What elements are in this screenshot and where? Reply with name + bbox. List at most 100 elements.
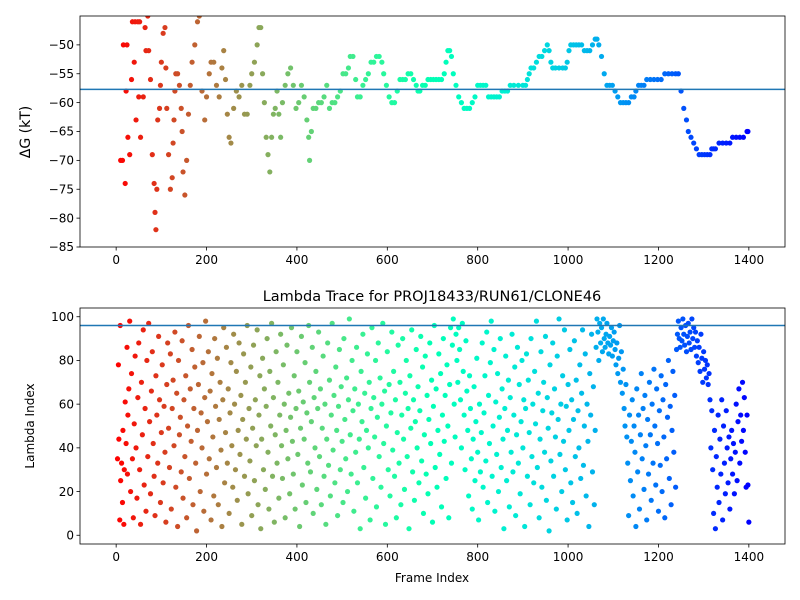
delta-g-point: [589, 42, 596, 48]
lambda-point: [484, 329, 490, 335]
lambda-point: [591, 502, 597, 508]
lambda-panel: Lambda Trace for PROJ18433/RUN61/CLONE46…: [23, 289, 786, 585]
lambda-point: [359, 419, 365, 425]
lambda-point: [312, 445, 318, 451]
lambda-point: [466, 493, 472, 499]
lambda-point: [306, 379, 313, 385]
lambda-point: [633, 523, 639, 530]
lambda-point: [400, 436, 407, 442]
delta-g-point: [301, 94, 307, 100]
lambda-point: [432, 464, 438, 471]
lambda-point: [171, 443, 177, 449]
lambda-point: [665, 357, 672, 364]
lambda-point: [318, 502, 324, 508]
delta-g-point: [707, 152, 713, 158]
lambda-point: [321, 473, 327, 479]
lambda-point: [272, 432, 278, 438]
lambda-point: [325, 462, 332, 468]
lambda-point: [401, 486, 408, 492]
delta-g-point: [402, 76, 408, 83]
lambda-point: [653, 482, 659, 488]
lambda-point: [590, 384, 596, 390]
delta-g-point: [688, 134, 694, 140]
lambda-point: [134, 495, 140, 501]
lambda-point: [254, 327, 260, 333]
lambda-point: [222, 429, 229, 436]
lambda-point: [364, 351, 371, 357]
lambda-point: [419, 364, 426, 370]
lambda-point: [290, 471, 296, 477]
delta-g-point: [472, 94, 478, 100]
lambda-point: [382, 388, 388, 394]
lambda-point: [701, 349, 707, 355]
lambda-point: [261, 386, 267, 392]
lambda-point: [684, 333, 690, 340]
lambda-point: [540, 408, 546, 414]
lambda-point: [286, 390, 292, 396]
lambda-point: [237, 451, 243, 458]
lambda-point: [474, 355, 480, 361]
lambda-point: [418, 333, 424, 340]
delta-g-point: [740, 134, 747, 140]
lambda-point: [517, 491, 523, 497]
lambda-point: [349, 357, 355, 364]
lambda-point: [133, 445, 139, 451]
lambda-point: [397, 379, 403, 385]
lambda-point: [504, 427, 511, 433]
lambda-point: [654, 440, 661, 447]
lambda-point: [117, 517, 123, 523]
delta-g-point: [496, 94, 502, 100]
lambda-point: [262, 486, 268, 492]
delta-g-point: [124, 42, 130, 48]
delta-g-point: [179, 128, 185, 135]
lambda-point: [396, 460, 402, 466]
lambda-point: [363, 495, 369, 501]
lambda-point: [269, 320, 275, 326]
lambda-point: [209, 370, 215, 377]
lambda-plot-area: 0 200 400 600 800 1000 1200 1400 0 20 40 60 80 100: [51, 307, 786, 564]
lambda-point: [564, 517, 570, 523]
lambda-point: [473, 419, 479, 425]
delta-g-y-tick-label: −55: [49, 67, 74, 81]
lambda-point: [528, 335, 534, 342]
lambda-point: [270, 394, 277, 401]
lambda-point: [388, 410, 394, 416]
lambda-point: [242, 379, 248, 385]
lambda-point: [593, 344, 599, 350]
lambda-point: [444, 362, 450, 368]
lambda-point: [136, 340, 142, 346]
lambda-point: [638, 370, 644, 377]
lambda-point: [445, 423, 451, 429]
lambda-point: [439, 412, 446, 418]
lambda-point: [260, 467, 267, 473]
lambda-point: [447, 325, 454, 331]
lambda-point: [259, 436, 265, 442]
delta-g-point: [162, 24, 168, 31]
lambda-point: [649, 401, 655, 407]
lambda-point: [683, 349, 690, 355]
lambda-point: [128, 488, 134, 495]
lambda-axes-frame: [79, 307, 786, 545]
lambda-point: [124, 344, 130, 350]
lambda-point: [330, 447, 336, 453]
lambda-point: [706, 370, 712, 377]
lambda-point: [118, 478, 124, 484]
lambda-point: [380, 320, 386, 326]
lambda-point: [525, 377, 531, 383]
lambda-point: [373, 504, 380, 510]
lambda-point: [440, 335, 446, 342]
lambda-point: [323, 521, 329, 527]
delta-g-point: [251, 59, 258, 65]
delta-g-point: [533, 59, 540, 65]
lambda-point: [158, 429, 164, 436]
lambda-point: [305, 460, 311, 466]
lambda-point: [315, 405, 321, 412]
lambda-point: [718, 471, 724, 477]
lambda-point: [450, 316, 456, 322]
lambda-point: [410, 469, 416, 475]
lambda-point: [499, 386, 505, 392]
lambda-point: [740, 427, 747, 433]
delta-g-x-tick-label: 1400: [734, 253, 765, 267]
delta-g-point: [119, 157, 126, 163]
delta-g-point: [422, 82, 428, 88]
